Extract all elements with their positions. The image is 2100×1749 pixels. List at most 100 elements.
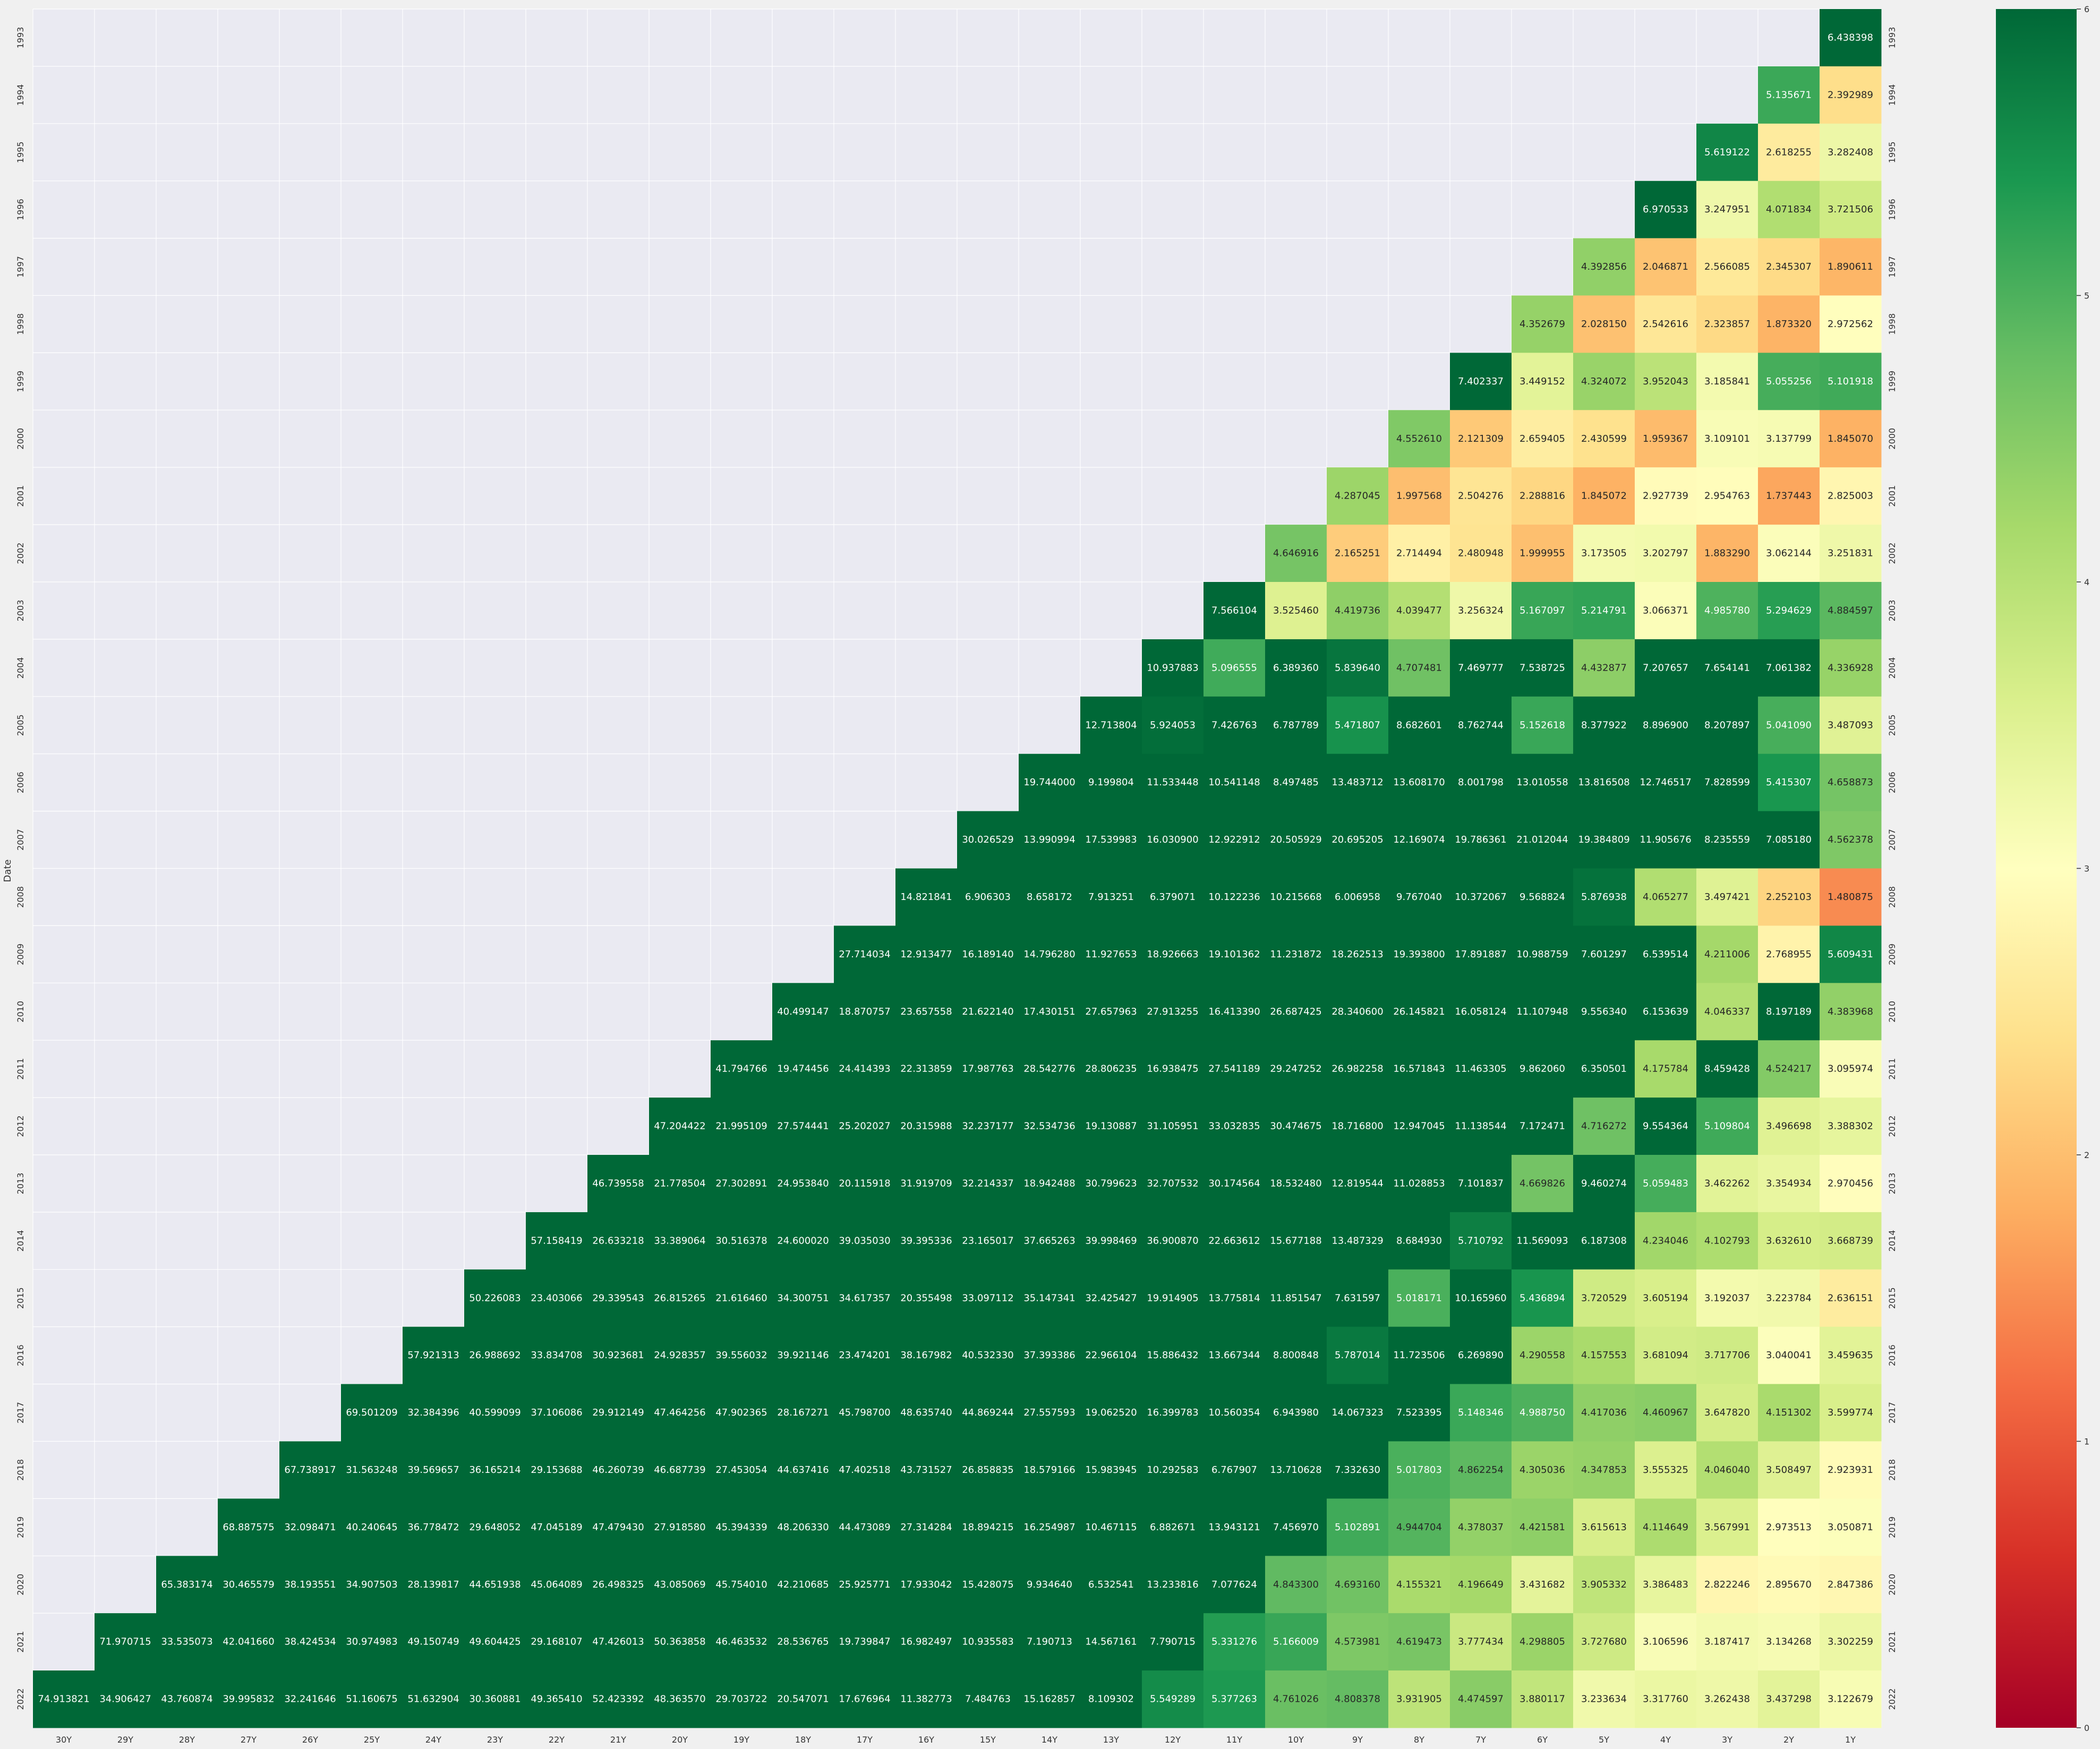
x-tick-label: 28Y — [179, 1735, 195, 1745]
cell-value-label: 3.952043 — [1643, 376, 1688, 387]
cell-value-label: 30.974983 — [346, 1636, 397, 1648]
heatmap-cell — [1388, 639, 1450, 697]
cell-value-label: 2.618255 — [1766, 147, 1812, 158]
cell-value-label: 39.998469 — [1085, 1235, 1137, 1246]
heatmap-cell — [1142, 1613, 1204, 1671]
y-tick-label-right: 2000 — [1887, 428, 1897, 450]
cell-value-label: 28.536765 — [777, 1636, 829, 1648]
heatmap-cell — [1265, 983, 1327, 1041]
heatmap-cell — [1635, 696, 1697, 755]
cell-value-label: 32.237177 — [962, 1121, 1013, 1132]
heatmap-cell — [1820, 1670, 1882, 1728]
heatmap-cell — [1327, 925, 1389, 983]
cell-value-label: 4.669826 — [1519, 1178, 1565, 1189]
heatmap-cell — [1758, 639, 1820, 697]
heatmap-cell — [1820, 181, 1882, 239]
heatmap-cell — [526, 1326, 588, 1385]
heatmap-cell — [1573, 467, 1635, 525]
cell-value-label: 7.190713 — [1027, 1636, 1072, 1648]
cell-value-label: 3.437298 — [1766, 1694, 1812, 1705]
cell-value-label: 17.539983 — [1085, 834, 1137, 845]
cell-value-label: 9.460274 — [1581, 1178, 1627, 1189]
y-tick-label-left: 2001 — [15, 485, 25, 507]
x-tick-label: 17Y — [857, 1735, 873, 1745]
y-tick-label-right: 2022 — [1887, 1688, 1897, 1710]
heatmap-cell — [1820, 811, 1882, 869]
heatmap-cell — [1696, 123, 1758, 182]
cell-value-label: 18.579166 — [1023, 1464, 1075, 1476]
cell-value-label: 3.880117 — [1519, 1694, 1565, 1705]
heatmap-cell — [1573, 1212, 1635, 1270]
heatmap-cell — [464, 1556, 526, 1614]
cell-value-label: 12.922912 — [1208, 834, 1260, 845]
heatmap-cell — [1573, 1098, 1635, 1155]
heatmap-cell — [1142, 811, 1204, 869]
heatmap-cell — [1080, 1556, 1142, 1614]
heatmap-cell — [1450, 1212, 1512, 1270]
heatmap-cell — [526, 1556, 588, 1614]
cell-value-label: 3.134268 — [1766, 1636, 1812, 1648]
cell-value-label: 9.556340 — [1581, 1006, 1627, 1017]
cell-value-label: 2.954763 — [1704, 491, 1750, 502]
cell-value-label: 5.710792 — [1458, 1235, 1504, 1246]
cell-value-label: 3.720529 — [1581, 1292, 1627, 1304]
cell-value-label: 4.336928 — [1828, 662, 1873, 673]
heatmap-cell — [1080, 925, 1142, 983]
cell-value-label: 2.165251 — [1335, 548, 1380, 559]
heatmap-cell — [1203, 1212, 1266, 1270]
heatmap-cell — [1450, 1498, 1512, 1556]
cell-value-label: 5.041090 — [1766, 719, 1812, 731]
cell-value-label: 31.105951 — [1147, 1121, 1198, 1132]
cell-value-label: 20.315988 — [900, 1121, 952, 1132]
heatmap-cell — [526, 1670, 588, 1728]
heatmap-cell — [1388, 1155, 1450, 1213]
heatmap-cell — [1820, 123, 1882, 182]
heatmap-cell — [1758, 1098, 1820, 1155]
y-tick-label-right: 1994 — [1887, 84, 1897, 106]
heatmap-cell — [1388, 925, 1450, 983]
heatmap-cell — [1512, 1098, 1574, 1155]
cell-value-label: 1.845070 — [1828, 433, 1873, 444]
heatmap-cell — [1388, 525, 1450, 582]
y-tick-label-right: 2010 — [1887, 1001, 1897, 1023]
cell-value-label: 19.384809 — [1578, 834, 1629, 845]
cell-value-label: 5.166009 — [1273, 1636, 1319, 1648]
cell-value-label: 6.882671 — [1150, 1522, 1196, 1533]
cell-value-label: 49.365410 — [531, 1694, 582, 1705]
heatmap-cell — [1265, 525, 1327, 582]
cell-value-label: 47.426013 — [592, 1636, 644, 1648]
heatmap-cell — [1019, 1212, 1081, 1270]
x-tick-label: 2Y — [1783, 1735, 1794, 1745]
heatmap-cell — [1512, 1670, 1574, 1728]
x-tick-label: 15Y — [980, 1735, 996, 1745]
heatmap-cell — [1265, 1326, 1327, 1385]
colorbar-ticks: 0 1 2 3 4 5 6 — [2077, 4, 2089, 1733]
heatmap-cell — [1758, 467, 1820, 525]
cell-value-label: 14.796280 — [1023, 949, 1075, 960]
heatmap-cell — [156, 1556, 218, 1614]
y-tick-label-right: 2012 — [1887, 1116, 1897, 1137]
heatmap-cell — [1142, 1326, 1204, 1385]
heatmap-cell — [1820, 467, 1882, 525]
cell-value-label: 27.657963 — [1085, 1006, 1137, 1017]
cell-value-label: 47.902365 — [715, 1407, 767, 1418]
cell-value-label: 17.933042 — [900, 1579, 952, 1590]
y-tick-label-left: 2012 — [15, 1116, 25, 1137]
cell-value-label: 27.714034 — [839, 949, 890, 960]
cell-value-label: 37.665263 — [1023, 1235, 1075, 1246]
colorbar-tick-label: 2 — [2084, 1150, 2089, 1160]
x-tick-label: 24Y — [425, 1735, 441, 1745]
cell-value-label: 16.030900 — [1147, 834, 1198, 845]
heatmap-cell — [711, 1212, 773, 1270]
colorbar-tick-label: 5 — [2084, 291, 2089, 301]
cell-value-label: 6.006958 — [1335, 891, 1380, 903]
heatmap-cell — [649, 1613, 711, 1671]
cell-value-label: 2.636151 — [1828, 1292, 1873, 1304]
cell-value-label: 15.886432 — [1147, 1350, 1198, 1361]
x-tick-label: 9Y — [1352, 1735, 1363, 1745]
heatmap-cell — [156, 1670, 218, 1728]
cell-value-label: 2.972562 — [1828, 319, 1873, 330]
heatmap-cell — [1265, 696, 1327, 755]
heatmap-cell — [1635, 1441, 1697, 1499]
x-tick-label: 7Y — [1475, 1735, 1486, 1745]
